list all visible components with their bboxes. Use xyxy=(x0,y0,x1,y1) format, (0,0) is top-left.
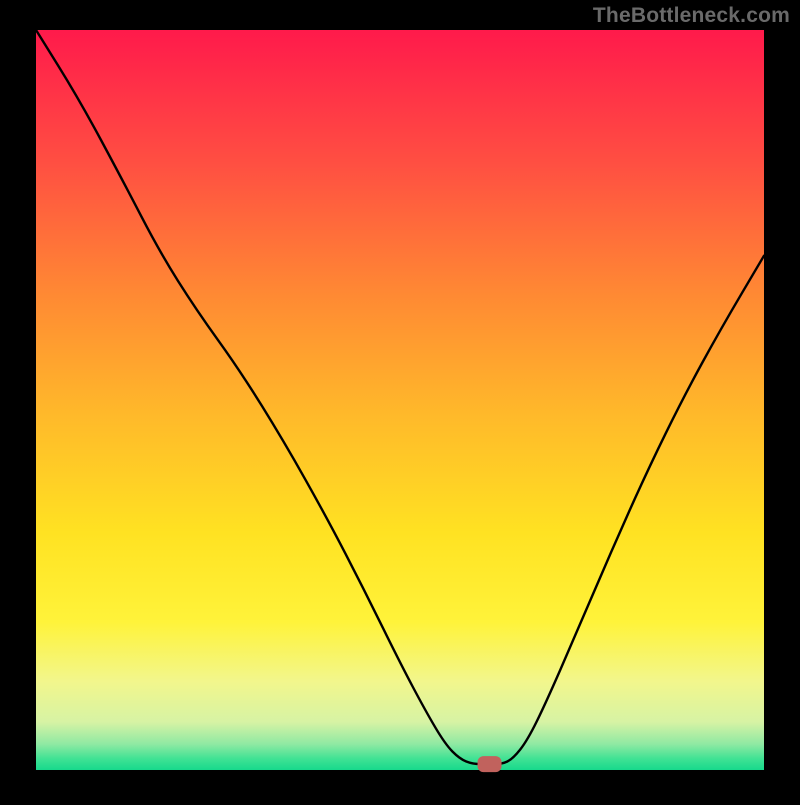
watermark-text: TheBottleneck.com xyxy=(593,4,790,28)
chart-stage: TheBottleneck.com xyxy=(0,0,800,800)
bottleneck-marker xyxy=(478,756,502,772)
gradient-plot-area xyxy=(36,30,764,770)
bottleneck-curve-chart xyxy=(0,0,800,800)
